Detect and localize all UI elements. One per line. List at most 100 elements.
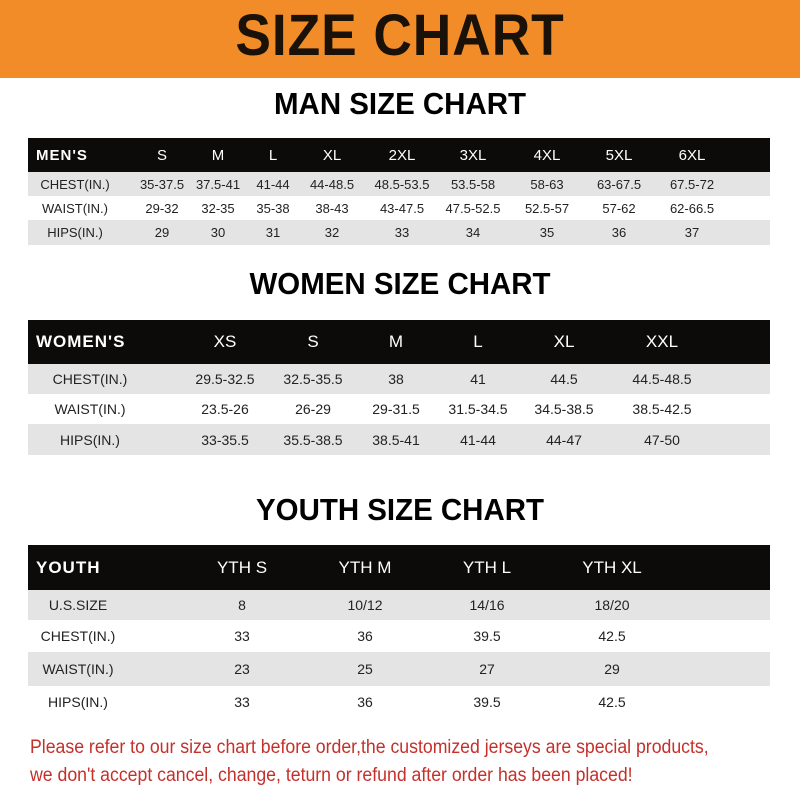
table-cell: 36: [357, 628, 373, 644]
table-cell: 29-31.5: [372, 401, 420, 417]
row-label: CHEST(IN.): [40, 628, 116, 644]
women-header-row: WOMEN'S XS S M L XL XXL: [28, 320, 770, 364]
table-cell: 42.5: [598, 628, 626, 644]
table-cell: 38: [388, 371, 404, 387]
youth-size-table: YOUTH YTH S YTH M YTH L YTH XL U.S.SIZE 8 10/12…: [28, 545, 770, 718]
table-cell: 43-47.5: [379, 200, 425, 216]
row-label: HIPS(IN.): [48, 694, 108, 710]
table-cell: 32-35: [201, 200, 235, 216]
table-cell: 33: [234, 694, 250, 710]
men-header-row: MEN'S S M L XL 2XL 3XL 4XL 5XL 6XL: [28, 138, 770, 172]
size-column-header: 4XL: [533, 146, 561, 164]
table-cell: 35-38: [256, 200, 290, 216]
header-label: WOMEN'S: [36, 332, 126, 351]
table-cell: 52.5-57: [524, 200, 570, 216]
table-cell: 62-66.5: [669, 200, 715, 216]
row-label: HIPS(IN.): [47, 225, 103, 240]
size-column-header: S: [156, 146, 168, 164]
women-section-title: WOMEN SIZE CHART: [249, 266, 551, 301]
table-cell: 33: [234, 628, 250, 644]
size-column-header: L: [473, 332, 483, 351]
table-cell: 41-44: [460, 431, 496, 448]
men-size-table: MEN'S S M L XL 2XL 3XL 4XL 5XL 6XL CHEST(IN.) 35-37…: [28, 138, 770, 245]
table-cell: 42.5: [598, 694, 626, 710]
row-label: WAIST(IN.): [42, 661, 114, 677]
table-cell: 39.5: [473, 628, 501, 644]
table-cell: 32.5-35.5: [283, 371, 343, 387]
size-column-header: YTH XL: [582, 557, 642, 577]
table-cell: 53.5-58: [450, 176, 496, 192]
row-label: WAIST(IN.): [54, 401, 126, 417]
size-column-header: 2XL: [388, 146, 416, 164]
size-column-header: YTH M: [338, 557, 392, 577]
table-cell: 26-29: [295, 401, 331, 417]
size-column-header: 3XL: [459, 146, 487, 164]
table-cell: 44.5-48.5: [632, 371, 692, 387]
size-column-header: 6XL: [678, 146, 706, 164]
table-cell: 47.5-52.5: [445, 200, 501, 216]
size-column-header: YTH L: [462, 557, 512, 577]
table-cell: 14/16: [469, 597, 505, 613]
table-row: HIPS(IN.) 29 30 31 32 33 34 35 36 37: [28, 220, 770, 245]
size-column-header: M: [388, 332, 404, 351]
table-cell: 63-67.5: [596, 176, 642, 192]
table-cell: 25: [357, 661, 373, 677]
table-cell: 35: [539, 225, 555, 240]
men-section-title: MAN SIZE CHART: [274, 86, 526, 121]
table-cell: 36: [611, 225, 627, 240]
youth-section-title: YOUTH SIZE CHART: [256, 492, 544, 527]
table-cell: 10/12: [347, 597, 383, 613]
table-cell: 36: [357, 694, 373, 710]
table-cell: 30: [210, 225, 226, 240]
table-cell: 31.5-34.5: [448, 401, 508, 417]
table-row: WAIST(IN.) 29-32 32-35 35-38 38-43 43-47.5 47.…: [28, 196, 770, 220]
table-row: WAIST(IN.) 23 25 27 29: [28, 652, 770, 686]
table-cell: 23.5-26: [201, 401, 249, 417]
table-cell: 37.5-41: [195, 176, 241, 192]
table-cell: 58-63: [530, 176, 564, 192]
table-cell: 38-43: [315, 200, 349, 216]
size-column-header: XL: [553, 332, 575, 351]
table-row: WAIST(IN.) 23.5-26 26-29 29-31.5 31.5-34.5 34…: [28, 394, 770, 424]
table-cell: 31: [265, 225, 281, 240]
row-label: CHEST(IN.): [52, 371, 128, 387]
table-cell: 35-37.5: [139, 176, 185, 192]
row-label: U.S.SIZE: [48, 597, 108, 613]
youth-header-row: YOUTH YTH S YTH M YTH L YTH XL: [28, 545, 770, 590]
table-cell: 18/20: [594, 597, 630, 613]
size-column-header: L: [268, 146, 278, 164]
table-cell: 67.5-72: [669, 176, 715, 192]
size-column-header: YTH S: [216, 557, 268, 577]
table-cell: 37: [684, 225, 700, 240]
row-label: CHEST(IN.): [40, 176, 110, 192]
size-column-header: XL: [322, 146, 342, 164]
table-cell: 35.5-38.5: [283, 431, 343, 448]
table-row: U.S.SIZE 8 10/12 14/16 18/20: [28, 590, 770, 620]
table-cell: 29.5-32.5: [195, 371, 255, 387]
table-cell: 44-48.5: [309, 176, 355, 192]
table-cell: 33: [394, 225, 410, 240]
table-cell: 29: [604, 661, 620, 677]
size-column-header: XS: [213, 332, 237, 351]
page-title: SIZE CHART: [235, 3, 565, 68]
table-row: CHEST(IN.) 33 36 39.5 42.5: [28, 620, 770, 652]
table-cell: 44.5: [550, 371, 578, 387]
table-cell: 39.5: [473, 694, 501, 710]
row-label: WAIST(IN.): [42, 200, 108, 216]
size-column-header: XXL: [645, 332, 679, 351]
header-label: MEN'S: [36, 146, 88, 164]
table-cell: 44-47: [546, 431, 582, 448]
table-cell: 29-32: [145, 200, 179, 216]
table-cell: 29: [154, 225, 170, 240]
table-cell: 33-35.5: [201, 431, 249, 448]
table-cell: 23: [234, 661, 250, 677]
table-cell: 48.5-53.5: [374, 176, 430, 192]
table-row: HIPS(IN.) 33-35.5 35.5-38.5 38.5-41 41-44 44-…: [28, 424, 770, 455]
disclaimer-line-1: Please refer to our size chart before or…: [30, 737, 709, 758]
table-cell: 8: [238, 597, 246, 613]
table-cell: 41-44: [256, 176, 290, 192]
size-column-header: S: [307, 332, 319, 351]
table-cell: 57-62: [602, 200, 636, 216]
table-row: CHEST(IN.) 35-37.5 37.5-41 41-44 44-48.5 48.5…: [28, 172, 770, 196]
table-row: CHEST(IN.) 29.5-32.5 32.5-35.5 38 41 44.5 44.5…: [28, 364, 770, 394]
